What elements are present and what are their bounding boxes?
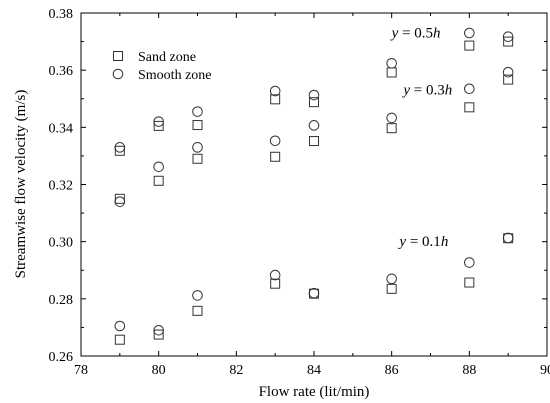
sand-zone-marker	[464, 40, 475, 51]
smooth-zone-marker	[464, 27, 475, 39]
smooth-zone-marker	[386, 112, 397, 124]
curve-annotation: y = 0.5h	[390, 25, 441, 41]
legend-label-smooth: Smooth zone	[138, 68, 212, 83]
plot-frame	[80, 12, 548, 357]
smooth-zone-marker	[502, 66, 514, 78]
legend-circle-marker	[112, 68, 124, 80]
smooth-zone-marker	[192, 142, 203, 153]
smooth-zone-marker	[269, 135, 281, 147]
smooth-zone-marker	[502, 31, 514, 43]
x-tick-label: 88	[462, 363, 476, 378]
smooth-zone-marker	[153, 324, 164, 336]
sand-zone-marker	[114, 145, 125, 156]
sand-zone-marker	[270, 278, 281, 289]
smooth-zone-marker	[192, 290, 203, 301]
smooth-zone-marker	[464, 83, 475, 95]
x-tick-label: 84	[307, 363, 321, 378]
legend-label-sand: Sand zone	[138, 50, 196, 65]
x-tick-label: 78	[74, 363, 88, 378]
curve-annotation: y = 0.1h	[397, 234, 448, 250]
smooth-zone-marker	[269, 85, 281, 97]
sand-zone-marker	[503, 36, 514, 47]
sand-zone-marker	[192, 120, 203, 131]
sand-zone-marker	[309, 97, 319, 108]
smooth-zone-marker	[114, 320, 126, 332]
tick-labels: 78 80 82 84 86 88 90 0.26 0.28 0.30 0.32 0.34 0.36 0.…	[49, 7, 550, 378]
y-axis-title: Streamwise flow velocity (m/s)	[13, 90, 29, 279]
curve-annotations: y = 0.5h y = 0.3h y = 0.1h	[390, 25, 453, 250]
x-axis-title: Flow rate (lit/min)	[259, 384, 370, 400]
smooth-zone-marker	[308, 89, 320, 101]
sand-zone-marker	[270, 151, 281, 162]
smooth-zone-marker	[308, 120, 320, 131]
sand-zone-marker	[386, 123, 397, 134]
y-tick-label: 0.36	[49, 64, 74, 79]
y-tick-label: 0.32	[49, 179, 74, 194]
x-tick-label: 82	[229, 363, 243, 378]
sand-zone-marker	[153, 175, 164, 186]
smooth-zone-marker	[308, 287, 320, 299]
smooth-zone-marker	[153, 116, 164, 127]
smooth-zone-marker	[114, 196, 126, 207]
y-tick-label: 0.38	[49, 7, 74, 22]
y-tick-label: 0.26	[49, 350, 74, 365]
smooth-zone-marker	[153, 161, 164, 173]
smooth-zone-marker	[464, 257, 475, 268]
legend-square-marker	[113, 51, 123, 61]
sand-zone-marker	[153, 120, 164, 131]
y-tick-label: 0.28	[49, 293, 74, 308]
sand-zone-marker	[192, 305, 203, 316]
sand-zone-marker	[192, 153, 203, 164]
sand-zone-marker	[464, 102, 475, 113]
sand-zone-marker	[386, 67, 397, 78]
sand-zone-marker	[270, 94, 281, 105]
smooth-zone-marker	[386, 58, 397, 69]
smooth-zone-marker	[386, 273, 397, 285]
x-tick-label: 80	[152, 363, 166, 378]
sand-zone-marker	[114, 334, 125, 345]
sand-zone-marker	[153, 329, 164, 340]
y-tick-label: 0.30	[49, 236, 74, 251]
sand-zone-marker	[503, 74, 514, 85]
smooth-zone-marker	[269, 269, 281, 281]
data-markers	[114, 27, 514, 345]
sand-zone-marker	[114, 193, 125, 204]
sand-zone-marker	[309, 136, 319, 147]
x-tick-label: 90	[540, 363, 550, 378]
smooth-zone-marker	[192, 106, 203, 117]
curve-annotation: y = 0.3h	[401, 82, 452, 98]
smooth-zone-marker	[502, 232, 514, 244]
sand-zone-marker	[386, 283, 397, 294]
legend: Sand zone Smooth zone	[112, 50, 212, 83]
y-tick-label: 0.34	[49, 121, 74, 136]
x-tick-label: 86	[385, 363, 399, 378]
smooth-zone-marker	[114, 142, 126, 153]
sand-zone-marker	[464, 277, 475, 288]
